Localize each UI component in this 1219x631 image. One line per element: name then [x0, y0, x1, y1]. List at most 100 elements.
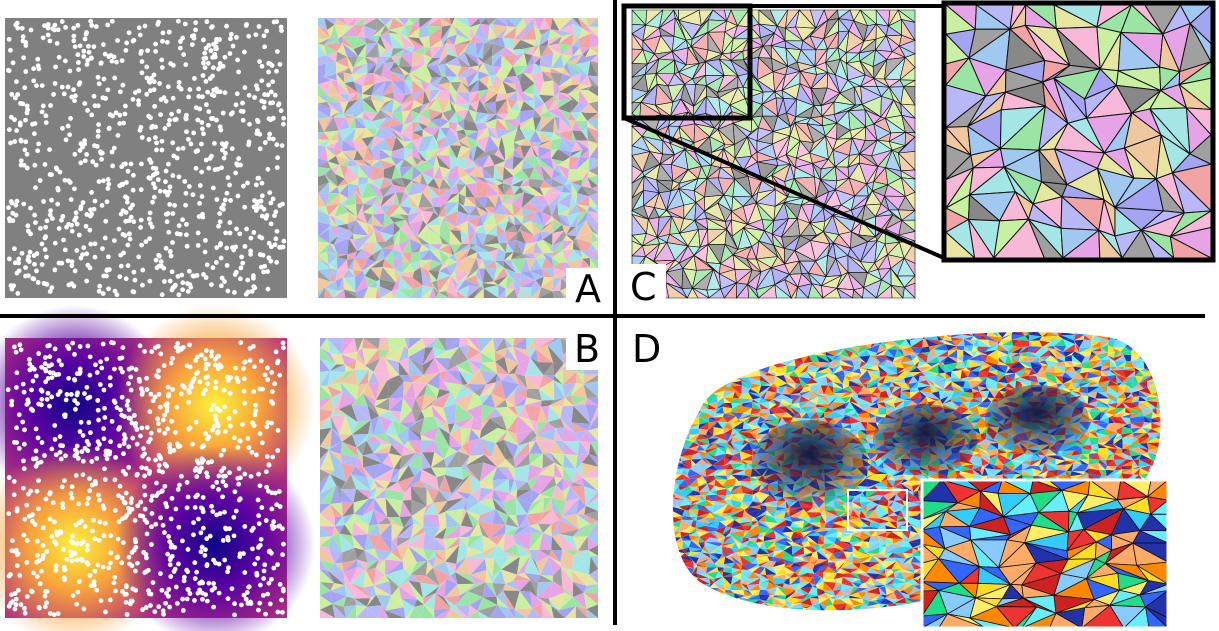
- cell: [541, 29, 551, 40]
- cell: [564, 179, 572, 186]
- sample-dot: [280, 588, 286, 594]
- cell: [475, 232, 488, 245]
- cell: [491, 443, 506, 460]
- cell: [576, 371, 584, 385]
- sample-dot: [187, 342, 192, 348]
- sample-dot: [215, 430, 220, 436]
- cell: [469, 35, 475, 44]
- sample-dot: [142, 349, 148, 354]
- cell: [482, 596, 498, 606]
- cell: [562, 582, 574, 598]
- cell: [399, 33, 415, 46]
- sample-dot: [156, 391, 162, 397]
- cell: [444, 211, 458, 228]
- cell: [464, 109, 475, 123]
- cell: [524, 46, 536, 56]
- cell: [558, 92, 573, 100]
- cell: [429, 249, 443, 264]
- sample-dot: [143, 239, 149, 245]
- sample-dot: [95, 407, 101, 413]
- cell: [518, 357, 531, 377]
- cell: [398, 66, 413, 74]
- cell: [318, 84, 329, 96]
- cell: [330, 416, 340, 435]
- sample-dot: [175, 146, 181, 152]
- cell: [522, 92, 535, 100]
- cell: [326, 203, 341, 216]
- cell: [473, 145, 485, 162]
- sample-dot: [40, 552, 46, 558]
- cell: [339, 434, 353, 442]
- cell: [588, 249, 598, 258]
- cell: [362, 455, 383, 468]
- cell: [363, 287, 376, 298]
- sample-dot: [269, 370, 275, 375]
- sample-dot: [210, 484, 216, 490]
- sample-dot: [143, 552, 149, 557]
- sample-dot: [277, 581, 283, 587]
- cell: [421, 275, 432, 286]
- cell: [504, 267, 516, 281]
- sample-dot: [275, 428, 281, 433]
- cell: [588, 158, 598, 171]
- cell: [389, 203, 400, 217]
- cell: [530, 287, 542, 298]
- sample-dot: [102, 235, 108, 241]
- cell: [483, 236, 499, 245]
- cell: [412, 375, 428, 384]
- cell: [482, 251, 495, 261]
- sample-dot: [136, 98, 141, 104]
- sample-dot: [218, 241, 224, 246]
- cell: [562, 440, 580, 456]
- sample-dot: [257, 386, 263, 392]
- cell: [354, 338, 364, 352]
- cell: [526, 18, 535, 26]
- cell: [517, 287, 527, 298]
- cell: [411, 180, 421, 184]
- sample-dot: [78, 160, 84, 166]
- cell: [408, 532, 425, 547]
- cell: [365, 56, 378, 64]
- cell: [400, 219, 415, 236]
- cell: [318, 18, 328, 31]
- sample-dot: [105, 87, 111, 93]
- sample-dot: [85, 108, 90, 113]
- cell: [468, 71, 479, 87]
- cell: [328, 80, 340, 96]
- sample-dot: [266, 61, 272, 66]
- cell: [379, 149, 391, 160]
- cell: [320, 569, 335, 584]
- cell: [380, 127, 397, 139]
- cell: [440, 42, 448, 59]
- cell: [479, 18, 487, 24]
- sample-dot: [87, 488, 93, 494]
- cell: [457, 202, 470, 216]
- cell: [456, 131, 467, 141]
- sample-dot: [156, 468, 162, 474]
- cell: [328, 215, 337, 226]
- cell: [540, 165, 552, 181]
- sample-dot: [89, 459, 95, 464]
- cell: [481, 404, 496, 425]
- sample-dot: [175, 273, 181, 279]
- cell: [507, 406, 518, 416]
- cell: [484, 196, 496, 208]
- sample-dot: [126, 554, 132, 560]
- cell: [494, 347, 508, 357]
- cell: [330, 474, 346, 490]
- sample-dot: [118, 252, 124, 258]
- sample-dot: [104, 456, 110, 462]
- cell: [586, 220, 598, 236]
- cell: [449, 145, 457, 159]
- cell: [566, 54, 583, 65]
- sample-dot: [138, 433, 143, 439]
- sample-dot: [180, 217, 185, 223]
- cell: [584, 505, 598, 515]
- cell: [513, 453, 530, 469]
- cell: [415, 394, 425, 412]
- sample-dot: [42, 361, 48, 367]
- cell: [401, 166, 414, 181]
- cell: [318, 158, 328, 167]
- cell: [362, 99, 378, 114]
- cell: [558, 92, 573, 101]
